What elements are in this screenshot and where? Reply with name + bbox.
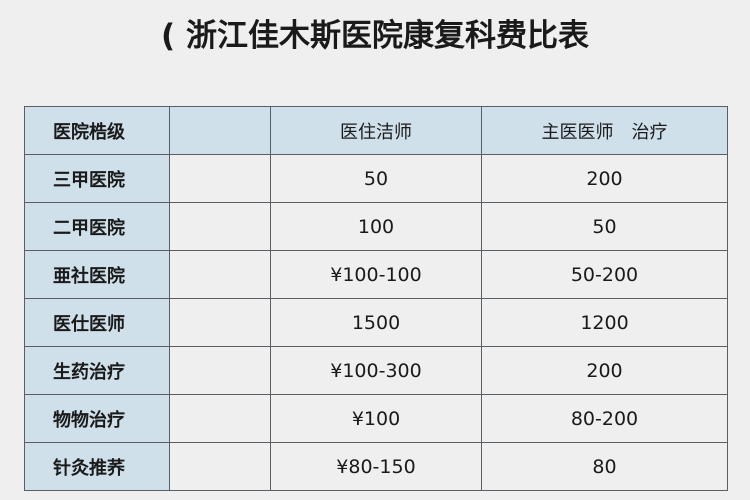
row-label-cell: 生药治疗	[24, 346, 170, 395]
header-cell: 医住洁师	[270, 106, 482, 155]
table-row: 生药治疗 ¥100-300 200	[24, 346, 728, 395]
table-cell: 100	[270, 202, 482, 251]
header-cell: 医院梏级	[24, 106, 170, 155]
row-label-cell: 三甲医院	[24, 154, 170, 203]
page-title: ( 浙江佳木斯医院康复科费比表	[161, 18, 589, 54]
table-cell	[169, 250, 271, 299]
table-row: 医仕医师 1500 1200	[24, 298, 728, 347]
fee-comparison-table: 医院梏级 医住洁师 主医医师 治疗 三甲医院 50 200 二甲医院 100 50 亜社医院…	[24, 106, 728, 491]
row-label-cell: 医仕医师	[24, 298, 170, 347]
table-cell: 50-200	[481, 250, 728, 299]
table-cell: 50	[270, 154, 482, 203]
table-cell: ¥100-300	[270, 346, 482, 395]
table-cell: 1200	[481, 298, 728, 347]
table-row: 针灸推荞 ¥80-150 80	[24, 442, 728, 491]
row-label-cell: 物物治疗	[24, 394, 170, 443]
header-cell	[169, 106, 271, 155]
row-label-cell: 二甲医院	[24, 202, 170, 251]
table-cell: 1500	[270, 298, 482, 347]
row-label-cell: 针灸推荞	[24, 442, 170, 491]
row-label-cell: 亜社医院	[24, 250, 170, 299]
table-cell: ¥100	[270, 394, 482, 443]
table-row: 物物治疗 ¥100 80-200	[24, 394, 728, 443]
table-row: 三甲医院 50 200	[24, 154, 728, 203]
table-cell: ¥80-150	[270, 442, 482, 491]
table-cell	[169, 298, 271, 347]
table-cell: 80	[481, 442, 728, 491]
table-cell	[169, 202, 271, 251]
table-cell	[169, 394, 271, 443]
table-cell: ¥100-100	[270, 250, 482, 299]
table-cell	[169, 346, 271, 395]
table-row: 二甲医院 100 50	[24, 202, 728, 251]
table-cell: 50	[481, 202, 728, 251]
table-cell	[169, 154, 271, 203]
table-row: 亜社医院 ¥100-100 50-200	[24, 250, 728, 299]
table-cell	[169, 442, 271, 491]
header-cell: 主医医师 治疗	[481, 106, 728, 155]
table-cell: 80-200	[481, 394, 728, 443]
table-header-row: 医院梏级 医住洁师 主医医师 治疗	[24, 106, 728, 155]
table-cell: 200	[481, 346, 728, 395]
table-cell: 200	[481, 154, 728, 203]
